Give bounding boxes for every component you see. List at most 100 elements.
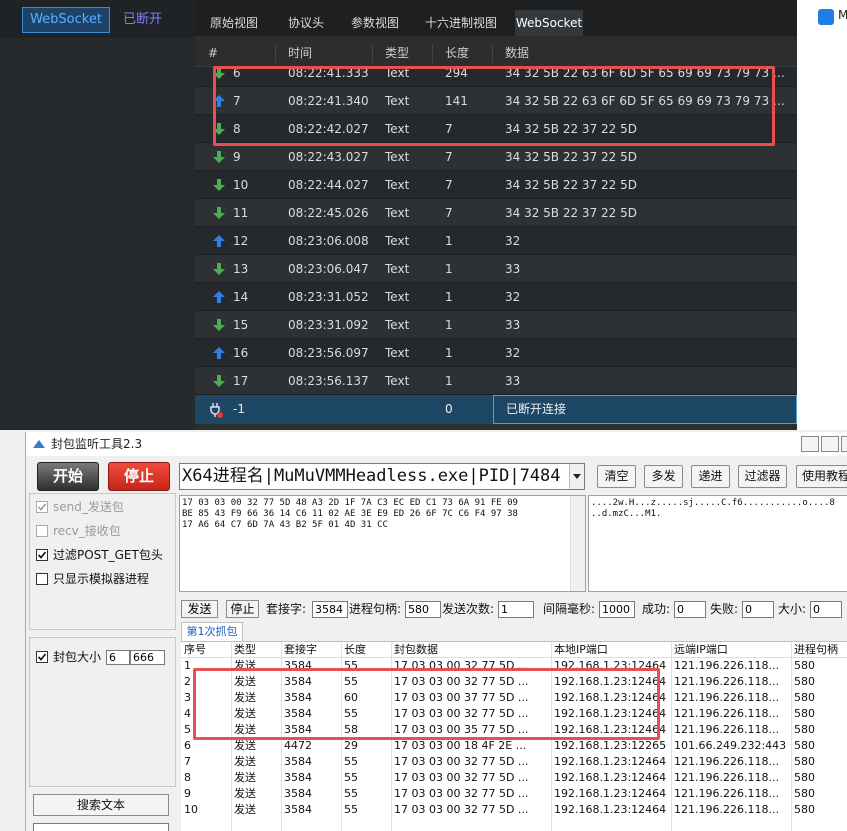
message-row[interactable]: 14 08:23:31.052 Text 1 32	[195, 283, 797, 311]
send-stop-button[interactable]: 停止	[226, 600, 259, 618]
message-row[interactable]: 8 08:22:42.027 Text 7 34 32 5B 22 37 22 5D	[195, 115, 797, 143]
maximize-button[interactable]	[821, 436, 839, 452]
view-tab[interactable]: 协议头	[287, 16, 324, 30]
packet-cell: 192.168.1.23:12464	[554, 707, 667, 720]
packet-cell: 121.196.226.118...	[674, 787, 779, 800]
websocket-tab[interactable]: WebSocket	[22, 7, 110, 33]
size-max[interactable]: 666	[130, 650, 165, 665]
option-label[interactable]: 过滤POST_GET包头	[53, 548, 163, 562]
view-tab[interactable]: WebSocket	[515, 10, 583, 36]
field-input[interactable]: 1000	[599, 601, 635, 618]
column-divider	[341, 642, 342, 831]
search-button[interactable]: 搜索文本	[33, 794, 169, 816]
scrollbar	[570, 496, 585, 591]
toolbar-button[interactable]: 使用教程	[796, 465, 847, 488]
send-icon	[213, 291, 225, 303]
toolbar-button[interactable]: 清空	[597, 465, 636, 488]
packet-cell: 17 03 03 00 32 77 5D ...	[394, 803, 529, 816]
search-input[interactable]	[33, 823, 169, 831]
packet-row[interactable]: 3 发送 3584 60 17 03 03 00 37 77 5D ... 192.168…	[181, 690, 847, 706]
hex-view[interactable]: 17 03 03 00 32 77 5D 48 A3 2D 1F 7A C3 E…	[179, 495, 586, 592]
packet-cell: 121.196.226.118...	[674, 707, 779, 720]
packet-cell: 121.196.226.118...	[674, 723, 779, 736]
message-row[interactable]: 12 08:23:06.008 Text 1 32	[195, 227, 797, 255]
options-group	[29, 493, 176, 630]
receive-icon	[213, 123, 225, 135]
view-tab[interactable]: 参数视图	[350, 16, 399, 30]
field-input[interactable]: 0	[674, 601, 706, 618]
packet-row[interactable]: 8 发送 3584 55 17 03 03 00 32 77 5D ... 192.168…	[181, 770, 847, 786]
packet-row[interactable]: 2 发送 3584 55 17 03 03 00 32 77 5D ... 192.168…	[181, 674, 847, 690]
minimize-button[interactable]	[801, 436, 819, 452]
receive-icon	[213, 319, 225, 331]
option-label[interactable]: 只显示模拟器进程	[53, 572, 150, 586]
packet-cell: 发送	[234, 739, 256, 752]
option-label[interactable]: send_发送包	[53, 500, 124, 514]
view-tab[interactable]: 十六进制视图	[424, 16, 497, 30]
start-button[interactable]: 开始	[37, 462, 99, 491]
message-row[interactable]: 10 08:22:44.027 Text 7 34 32 5B 22 37 22 5D	[195, 171, 797, 199]
process-select[interactable]: X64进程名|MuMuVMMHeadless.exe|PID|7484	[179, 463, 585, 490]
packet-cell: 60	[344, 691, 358, 704]
stop-button[interactable]: 停止	[108, 462, 170, 491]
toolbar-button[interactable]: 递进	[691, 465, 730, 488]
packet-cell: 192.168.1.23:12464	[554, 675, 667, 688]
toolbar-button[interactable]: 多发	[644, 465, 683, 488]
field-input[interactable]: 3584	[312, 601, 348, 618]
connection-status: 已断开	[123, 12, 163, 27]
field-input[interactable]: 580	[405, 601, 441, 618]
capture-tab[interactable]: 第1次抓包	[181, 622, 243, 641]
packet-cell: 4472	[284, 739, 312, 752]
message-row[interactable]: 6 08:22:41.333 Text 294 34 32 5B 22 63 6F 6D…	[195, 67, 797, 87]
packet-cell: 17 03 03 00 32 77 5D ...	[394, 787, 529, 800]
checkbox	[36, 501, 48, 513]
highlight-box	[193, 668, 660, 740]
cell-time: 08:23:31.092	[288, 318, 369, 332]
packet-cell: 发送	[234, 803, 256, 816]
size-label[interactable]: 封包大小	[53, 650, 102, 664]
message-row[interactable]: 13 08:23:06.047 Text 1 33	[195, 255, 797, 283]
cell-time: 08:23:06.008	[288, 234, 369, 248]
cell-data: 34 32 5B 22 37 22 5D	[505, 150, 637, 164]
message-row[interactable]: 9 08:22:43.027 Text 7 34 32 5B 22 37 22 5D	[195, 143, 797, 171]
packet-row[interactable]: 5 发送 3584 58 17 03 03 00 35 77 5D ... 192.168…	[181, 722, 847, 738]
message-row[interactable]: 11 08:22:45.026 Text 7 34 32 5B 22 37 22 5D	[195, 199, 797, 227]
size-group	[29, 637, 176, 787]
packet-cell: 17 03 03 00 32 77 5D ...	[394, 675, 529, 688]
closed-row[interactable]: -1 0 已断开连接	[195, 395, 797, 424]
packet-row[interactable]: 4 发送 3584 55 17 03 03 00 32 77 5D ... 192.168…	[181, 706, 847, 722]
packet-row[interactable]: 7 发送 3584 55 17 03 03 00 32 77 5D ... 192.168…	[181, 754, 847, 770]
field-label: 间隔毫秒:	[543, 602, 596, 616]
ascii-view[interactable]: ....2w.H...z.....sj.....C.f6...........o…	[588, 495, 847, 592]
message-row[interactable]: 16 08:23:56.097 Text 1 32	[195, 339, 797, 367]
packet-row[interactable]: 6 发送 4472 29 17 03 03 00 18 4F 2E ... 192.168…	[181, 738, 847, 754]
field-input[interactable]: 1	[498, 601, 534, 618]
size-min[interactable]: 6	[106, 650, 130, 665]
packet-cell: 101.66.249.232:443	[674, 739, 787, 752]
packet-cell: 121.196.226.118...	[674, 755, 779, 768]
table-header	[181, 642, 847, 658]
toolbar-button[interactable]: 过滤器	[738, 465, 787, 488]
packet-cell: 58	[344, 723, 358, 736]
message-row[interactable]: 15 08:23:31.092 Text 1 33	[195, 311, 797, 339]
packet-cell: 17 03 03 00 32 77 5D ...	[394, 771, 529, 784]
column-divider	[275, 44, 276, 63]
option-label[interactable]: recv_接收包	[53, 524, 121, 538]
field-input[interactable]: 0	[742, 601, 774, 618]
message-row[interactable]: 7 08:22:41.340 Text 141 34 32 5B 22 63 6F 6D…	[195, 87, 797, 115]
ascii-line: ....2w.H...z.....sj.....C.f6...........o…	[591, 498, 835, 508]
column-divider	[391, 642, 392, 831]
packet-row[interactable]: 9 发送 3584 55 17 03 03 00 32 77 5D ... 192.168…	[181, 786, 847, 802]
packet-cell: 发送	[234, 755, 256, 768]
dropdown-arrow	[573, 474, 581, 479]
packet-cell: 121.196.226.118...	[674, 803, 779, 816]
field-input[interactable]: 0	[810, 601, 842, 618]
packet-cell: 121.196.226.118...	[674, 659, 779, 672]
view-tab[interactable]: 原始视图	[209, 16, 258, 30]
close-button[interactable]	[841, 436, 847, 452]
packet-row[interactable]: 10 发送 3584 55 17 03 03 00 32 77 5D ... 192.16…	[181, 802, 847, 818]
message-row[interactable]: 17 08:23:56.137 Text 1 33	[195, 367, 797, 395]
packet-cell: 3	[184, 691, 191, 704]
send-button[interactable]: 发送	[181, 600, 218, 618]
